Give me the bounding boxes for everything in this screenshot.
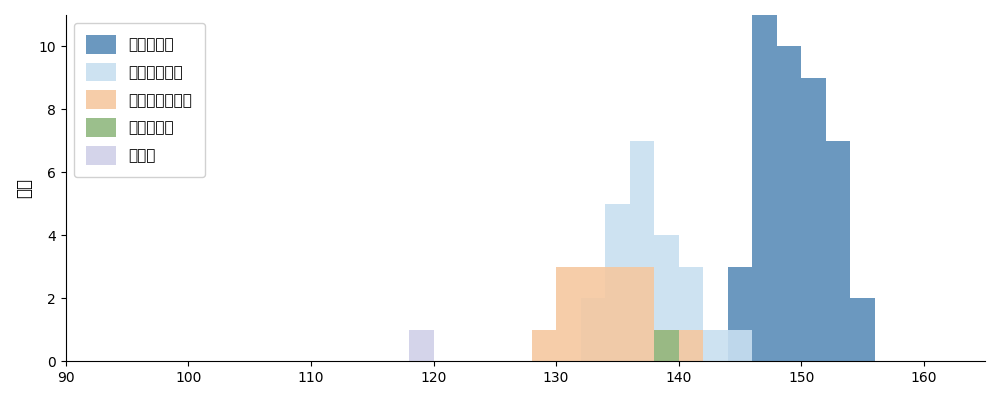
- Bar: [654, 330, 679, 361]
- Bar: [605, 204, 630, 361]
- Bar: [630, 267, 654, 361]
- Bar: [654, 235, 679, 361]
- Bar: [654, 330, 679, 361]
- Bar: [728, 330, 752, 361]
- Bar: [556, 267, 581, 361]
- Bar: [679, 267, 703, 361]
- Bar: [630, 141, 654, 361]
- Legend: ストレート, カットボール, チェンジアップ, スライダー, カーブ: ストレート, カットボール, チェンジアップ, スライダー, カーブ: [74, 23, 205, 177]
- Bar: [581, 267, 605, 361]
- Y-axis label: 球数: 球数: [15, 178, 33, 198]
- Bar: [532, 330, 556, 361]
- Bar: [777, 46, 801, 361]
- Bar: [605, 267, 630, 361]
- Bar: [409, 330, 434, 361]
- Bar: [801, 78, 826, 361]
- Bar: [826, 141, 850, 361]
- Bar: [728, 267, 752, 361]
- Bar: [850, 298, 875, 361]
- Bar: [703, 330, 728, 361]
- Bar: [581, 298, 605, 361]
- Bar: [752, 15, 777, 361]
- Bar: [679, 330, 703, 361]
